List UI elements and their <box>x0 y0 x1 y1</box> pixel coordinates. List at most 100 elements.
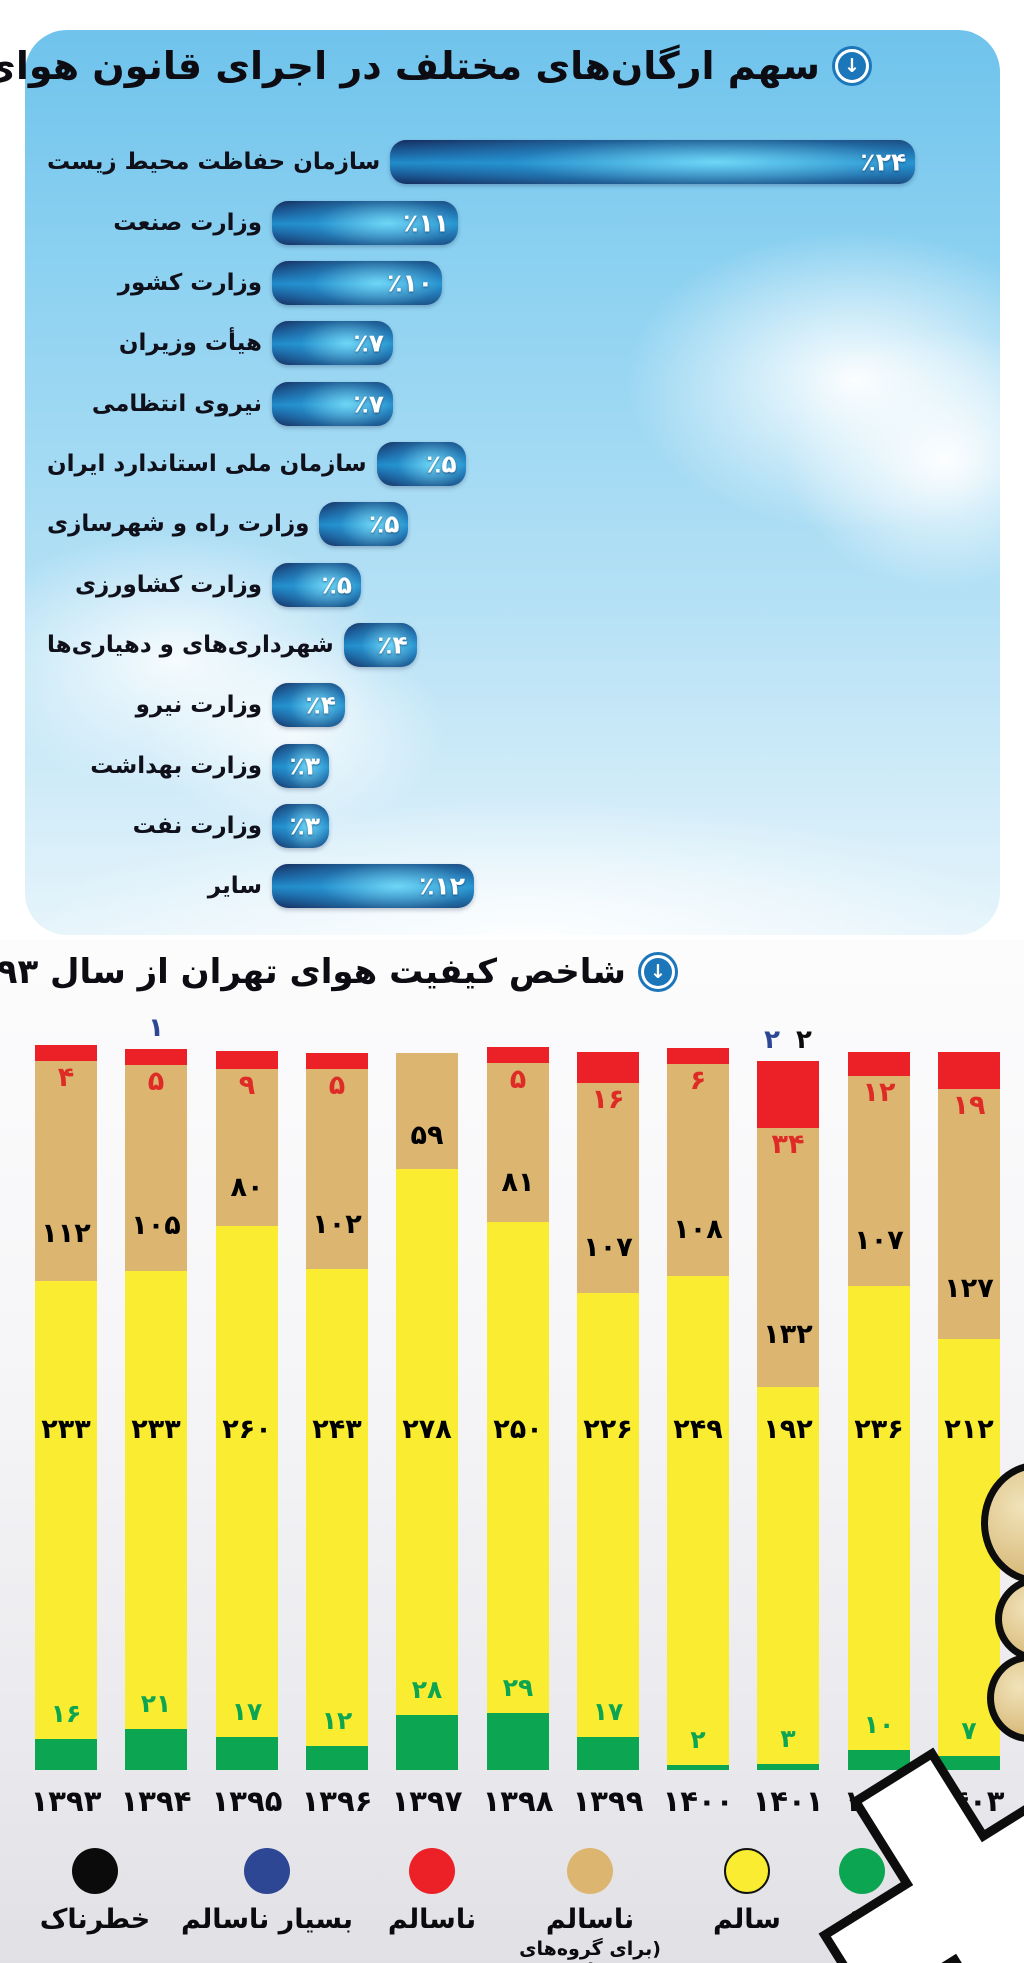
org-share-row: شهرداری‌های و دهیاری‌ها ٪۴ <box>47 615 977 675</box>
very-unhealthy-value: ۲ <box>764 1025 780 1055</box>
aqi-year-bar: ۱۲ ۱۰۷ ۲۳۶ ۱۰ <box>848 1052 910 1770</box>
unhealthy-segment <box>667 1048 729 1064</box>
org-label: وزارت بهداشت <box>90 752 262 779</box>
legend-item: خطرناک <box>0 1848 195 1935</box>
sensitive-segment <box>306 1069 368 1269</box>
aqi-year-bar: ۵ ۸۱ ۲۵۰ ۲۹ <box>487 1047 549 1770</box>
sensitive-value: ۸۱ <box>501 1167 535 1198</box>
sensitive-segment <box>216 1069 278 1226</box>
org-share-row: وزارت بهداشت ٪۳ <box>47 735 977 795</box>
unhealthy-value: ۵ <box>509 1064 527 1095</box>
aqi-year-bar: ۵ ۱۰۲ ۲۴۳ ۱۲ <box>306 1053 368 1770</box>
moderate-segment <box>125 1271 187 1729</box>
org-share-row: وزارت نیرو ٪۴ <box>47 675 977 735</box>
sensitive-value: ۸۰ <box>230 1172 264 1203</box>
org-share-row: وزارت صنعت ٪۱۱ <box>47 192 977 252</box>
sensitive-segment <box>487 1063 549 1222</box>
chart1-title: سهم ارگان‌های مختلف در اجرای قانون هوای … <box>0 44 820 88</box>
arrow-down-circle-icon: ↓ <box>832 46 872 86</box>
sensitive-segment <box>35 1061 97 1281</box>
org-label: نیروی انتظامی <box>91 390 262 417</box>
clean-value: ۷ <box>961 1716 977 1745</box>
clean-segment <box>938 1756 1000 1770</box>
org-bar-value: ٪۴ <box>377 630 408 660</box>
org-bar: ٪۳ <box>272 803 329 848</box>
org-bar: ٪۲۴ <box>390 140 916 185</box>
org-bar-value: ٪۴ <box>305 690 336 720</box>
legend-color-dot <box>409 1848 455 1894</box>
org-share-row: سازمان ملی استاندارد ایران ٪۵ <box>47 434 977 494</box>
org-bar-value: ٪۵ <box>368 509 400 539</box>
org-share-row: وزارت نفت ٪۳ <box>47 796 977 856</box>
clean-segment <box>848 1750 910 1770</box>
chart2-title: شاخص کیفیت هوای تهران از سال ۱۳۹۳ تا ۱۴۰… <box>0 952 626 992</box>
chart2-title-row: شاخص کیفیت هوای تهران از سال ۱۳۹۳ تا ۱۴۰… <box>0 952 678 992</box>
unhealthy-value: ۱۶ <box>591 1084 625 1115</box>
clean-value: ۱۰ <box>863 1710 895 1739</box>
sensitive-value: ۵۹ <box>410 1120 444 1151</box>
legend-item: سالم <box>647 1848 847 1935</box>
chart1-title-row: سهم ارگان‌های مختلف در اجرای قانون هوای … <box>0 44 872 88</box>
sensitive-value: ۱۰۸ <box>673 1214 723 1245</box>
sensitive-value: ۱۰۲ <box>312 1209 362 1240</box>
clean-segment <box>216 1737 278 1770</box>
unhealthy-value: ۶ <box>689 1065 707 1096</box>
org-bar: ٪۴ <box>272 683 345 728</box>
sensitive-value: ۱۱۲ <box>41 1218 91 1249</box>
legend-color-dot <box>724 1848 770 1894</box>
unhealthy-value: ۱۹ <box>952 1090 986 1121</box>
clean-value: ۱۶ <box>50 1699 82 1728</box>
moderate-value: ۲۳۳ <box>131 1414 181 1445</box>
sensitive-value: ۱۲۷ <box>944 1273 994 1304</box>
clean-value: ۲۱ <box>140 1689 172 1718</box>
org-bar-value: ٪۵ <box>321 570 352 600</box>
clean-segment <box>396 1715 458 1770</box>
legend-label: ناسالم <box>387 1904 477 1935</box>
org-label: هیأت وزیران <box>118 330 262 357</box>
unhealthy-segment <box>487 1047 549 1063</box>
moderate-segment <box>848 1286 910 1750</box>
aqi-year-bar: ۹ ۸۰ ۲۶۰ ۱۷ <box>216 1051 278 1770</box>
clean-segment <box>577 1737 639 1770</box>
org-bar: ٪۷ <box>272 321 393 366</box>
moderate-value: ۲۳۶ <box>854 1414 904 1445</box>
moderate-segment <box>216 1226 278 1737</box>
org-bar-value: ٪۵ <box>426 449 457 479</box>
sensitive-value: ۱۳۲ <box>763 1319 813 1350</box>
org-bar-value: ٪۱۲ <box>419 871 465 901</box>
legend-label: ناسالم <box>545 1904 635 1935</box>
aqi-year-bar: ۶ ۱۰۸ ۲۴۹ ۲ <box>667 1048 729 1770</box>
legend-color-dot <box>244 1848 290 1894</box>
org-label: سایر <box>207 873 262 900</box>
sensitive-segment <box>757 1128 819 1387</box>
year-label: ۱۳۹۷ <box>391 1784 463 1818</box>
org-label: وزارت صنعت <box>113 209 262 236</box>
sensitive-segment <box>938 1089 1000 1339</box>
org-label: سازمان ملی استاندارد ایران <box>47 450 367 477</box>
clean-segment <box>487 1713 549 1770</box>
org-share-row: وزارت کشور ٪۱۰ <box>47 253 977 313</box>
year-label: ۱۴۰۱ <box>752 1784 824 1818</box>
legend-sublabel: (برای گروه‌های حساس) <box>519 1938 661 1963</box>
unhealthy-segment <box>757 1061 819 1128</box>
sensitive-segment <box>667 1064 729 1276</box>
org-bar: ٪۷ <box>272 381 393 426</box>
sensitive-value: ۱۰۵ <box>131 1210 181 1241</box>
org-bar-value: ٪۱۰ <box>387 268 433 298</box>
unhealthy-segment <box>577 1052 639 1083</box>
moderate-segment <box>757 1387 819 1764</box>
sensitive-segment <box>848 1076 910 1286</box>
unhealthy-segment <box>125 1049 187 1065</box>
aqi-year-bar: ۵۹ ۲۷۸ ۲۸ <box>396 1053 458 1770</box>
legend-color-dot <box>839 1848 885 1894</box>
moderate-segment <box>396 1169 458 1715</box>
aqi-year-bar: ۱۶ ۱۰۷ ۲۲۶ ۱۷ <box>577 1052 639 1770</box>
moderate-value: ۲۲۶ <box>583 1414 633 1445</box>
moderate-value: ۲۷۸ <box>402 1414 452 1445</box>
unhealthy-value: ۵ <box>147 1066 165 1097</box>
clean-segment <box>125 1729 187 1770</box>
unhealthy-segment <box>306 1053 368 1069</box>
year-label: ۱۳۹۴ <box>120 1784 192 1818</box>
